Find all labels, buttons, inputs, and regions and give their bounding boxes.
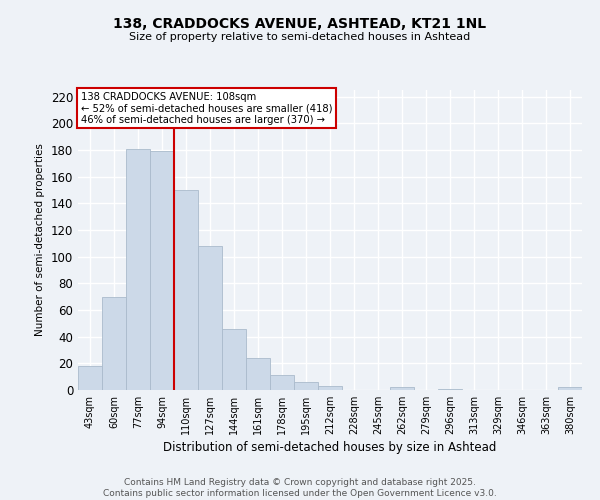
Bar <box>246 358 270 390</box>
Bar <box>174 190 198 390</box>
Bar <box>270 376 294 390</box>
Bar <box>318 386 342 390</box>
Y-axis label: Number of semi-detached properties: Number of semi-detached properties <box>35 144 45 336</box>
Bar <box>222 328 246 390</box>
Bar <box>78 366 102 390</box>
Bar <box>294 382 318 390</box>
Text: Size of property relative to semi-detached houses in Ashtead: Size of property relative to semi-detach… <box>130 32 470 42</box>
Bar <box>150 152 174 390</box>
Text: Contains HM Land Registry data © Crown copyright and database right 2025.
Contai: Contains HM Land Registry data © Crown c… <box>103 478 497 498</box>
Bar <box>102 296 126 390</box>
Bar <box>198 246 222 390</box>
Text: 138, CRADDOCKS AVENUE, ASHTEAD, KT21 1NL: 138, CRADDOCKS AVENUE, ASHTEAD, KT21 1NL <box>113 18 487 32</box>
Text: 138 CRADDOCKS AVENUE: 108sqm
← 52% of semi-detached houses are smaller (418)
46%: 138 CRADDOCKS AVENUE: 108sqm ← 52% of se… <box>80 92 332 124</box>
X-axis label: Distribution of semi-detached houses by size in Ashtead: Distribution of semi-detached houses by … <box>163 441 497 454</box>
Bar <box>558 388 582 390</box>
Bar <box>126 148 150 390</box>
Bar <box>390 388 414 390</box>
Bar <box>438 388 462 390</box>
